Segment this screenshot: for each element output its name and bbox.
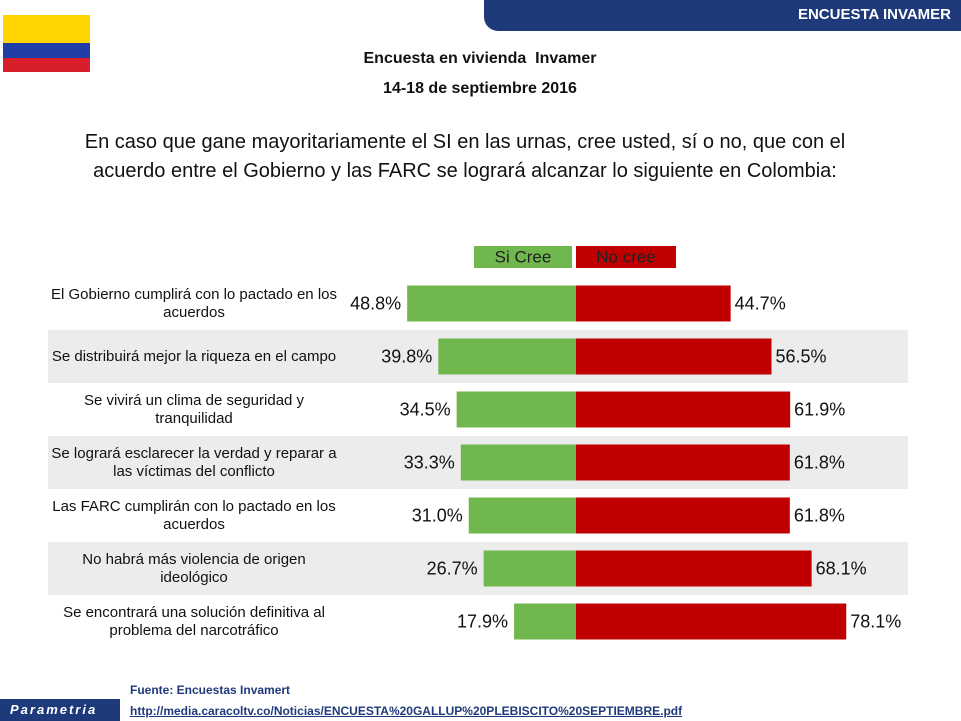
value-label: 56.5% <box>775 346 826 366</box>
category-label: Se logrará esclarecer la verdad y repara… <box>51 444 337 480</box>
bar <box>483 550 576 587</box>
bar <box>576 285 731 322</box>
category-label-box: Se distribuirá mejor la riqueza en el ca… <box>51 347 337 365</box>
source: Fuente: Encuestas Invamert <box>130 683 291 697</box>
value-label: 31.0% <box>412 505 463 525</box>
flag <box>3 15 90 72</box>
url[interactable]: http://media.caracoltv.co/Noticias/ENCUE… <box>130 704 683 718</box>
category-label: El Gobierno cumplirá con lo pactado en l… <box>51 285 337 321</box>
category-label-box: Las FARC cumplirán con lo pactado en los… <box>52 497 336 533</box>
category-label-box: No habrá más violencia de origen ideológ… <box>82 550 306 586</box>
category-label-box: Se encontrará una solución definitiva al… <box>63 603 325 639</box>
bar <box>576 444 790 481</box>
value-label: 48.8% <box>350 293 401 313</box>
value-label: 61.8% <box>794 505 845 525</box>
value-label: 26.7% <box>427 558 478 578</box>
category-label: Se vivirá un clima de seguridad y tranqu… <box>83 391 305 427</box>
bar <box>438 338 576 375</box>
value-label: 33.3% <box>404 452 455 472</box>
legend-swatch <box>474 246 572 268</box>
value-label: 34.5% <box>400 399 451 419</box>
legend-swatch <box>576 246 676 268</box>
bar <box>576 338 772 375</box>
value-label: 68.1% <box>816 558 867 578</box>
category-label-box: El Gobierno cumplirá con lo pactado en l… <box>51 285 337 321</box>
bar <box>514 603 576 640</box>
question: En caso que gane mayoritariamente el SI … <box>84 131 846 182</box>
category-label-box: Se logrará esclarecer la verdad y repara… <box>51 444 337 480</box>
bar <box>576 497 790 534</box>
category-label: Se encontrará una solución definitiva al… <box>63 603 325 639</box>
category-label: Se distribuirá mejor la riqueza en el ca… <box>51 347 337 365</box>
bar <box>576 391 791 428</box>
category-label: No habrá más violencia de origen ideológ… <box>82 550 306 586</box>
legend-label: Si Cree <box>495 247 552 266</box>
bar <box>407 285 576 322</box>
title: Encuesta en vivienda Invamer <box>363 50 597 67</box>
bar <box>576 550 812 587</box>
value-label: 17.9% <box>457 611 508 631</box>
value-label: 78.1% <box>850 611 901 631</box>
header-banner <box>484 0 961 31</box>
legend-label: No cree <box>596 247 656 266</box>
bar <box>468 497 576 534</box>
bar <box>456 391 576 428</box>
value-label: 39.8% <box>381 346 432 366</box>
logo: Parametria <box>10 702 98 717</box>
subtitle: 14-18 de septiembre 2016 <box>383 80 577 97</box>
value-label: 44.7% <box>735 293 786 313</box>
logo-banner <box>0 699 120 721</box>
header-tag: ENCUESTA INVAMER <box>797 6 951 23</box>
bar <box>460 444 576 481</box>
value-label: 61.8% <box>794 452 845 472</box>
category-label-box: Se vivirá un clima de seguridad y tranqu… <box>83 391 305 427</box>
value-label: 61.9% <box>794 399 845 419</box>
category-label: Las FARC cumplirán con lo pactado en los… <box>52 497 336 533</box>
bar <box>576 603 847 640</box>
